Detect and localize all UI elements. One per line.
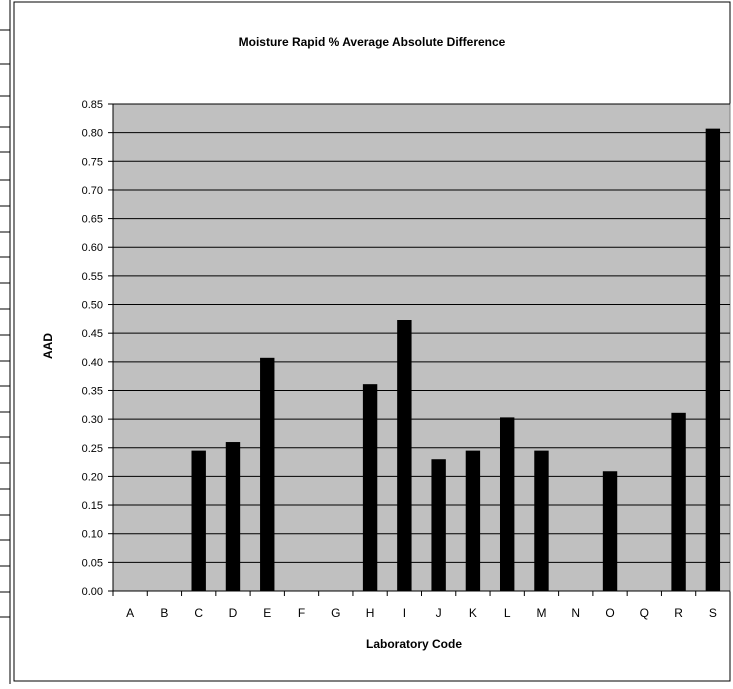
y-tick-label: 0.85	[82, 99, 103, 111]
y-tick-label: 0.35	[82, 385, 103, 397]
bars	[191, 128, 721, 591]
y-tick-label: 0.25	[82, 443, 103, 455]
y-tick-label: 0.00	[82, 586, 103, 598]
y-tick-label: 0.50	[82, 300, 103, 312]
bar-J	[431, 459, 446, 591]
chart-title: Moisture Rapid % Average Absolute Differ…	[239, 35, 506, 49]
x-tick-label: B	[160, 606, 168, 620]
y-tick-label: 0.15	[82, 500, 103, 512]
y-tick-labels: 0.00 0.05 0.10 0.15 0.20 0.25 0.30 0.35 0.40 0.45…	[82, 99, 103, 598]
y-tick-label: 0.80	[82, 128, 103, 140]
spreadsheet-grid-strip	[0, 0, 11, 684]
y-tick-label: 0.65	[82, 214, 103, 226]
x-tick-label: M	[536, 606, 546, 620]
bar-E	[260, 357, 275, 591]
y-tick-label: 0.10	[82, 529, 103, 541]
y-tick-label: 0.40	[82, 357, 103, 369]
y-tick-label: 0.60	[82, 242, 103, 254]
y-tick-label: 0.75	[82, 156, 103, 168]
x-tick-label: H	[366, 606, 375, 620]
y-tick-label: 0.55	[82, 271, 103, 283]
x-tick-label: G	[331, 606, 340, 620]
x-tick-label: A	[126, 606, 134, 620]
y-axis-label: AAD	[41, 333, 55, 359]
x-tick-label: R	[674, 606, 683, 620]
bar-C	[191, 450, 206, 591]
x-tick-label: D	[229, 606, 238, 620]
x-tick-label: E	[263, 606, 271, 620]
x-axis-label: Laboratory Code	[366, 637, 462, 651]
y-tick-label: 0.70	[82, 185, 103, 197]
bar-O	[602, 471, 618, 591]
x-tick-label: I	[403, 606, 406, 620]
y-tick-label: 0.20	[82, 471, 103, 483]
x-tick-label: O	[605, 606, 614, 620]
bar-R	[671, 412, 686, 591]
bar-I	[397, 319, 412, 591]
axes	[108, 103, 730, 596]
x-tick-label: S	[709, 606, 717, 620]
x-tick-label: N	[571, 606, 580, 620]
x-tick-label: F	[298, 606, 305, 620]
y-tick-label: 0.05	[82, 557, 103, 569]
bar-S	[705, 128, 721, 591]
bar-K	[465, 450, 481, 591]
gridlines	[113, 103, 730, 563]
bar-D	[225, 442, 241, 591]
plot-area	[112, 103, 731, 592]
x-tick-label: C	[194, 606, 203, 620]
y-tick-label: 0.45	[82, 328, 103, 340]
bar-M	[534, 450, 549, 591]
x-tick-label: Q	[640, 606, 649, 620]
bar-L	[499, 417, 515, 591]
x-tick-label: L	[504, 606, 511, 620]
x-tick-label: K	[469, 606, 477, 620]
y-tick-label: 0.30	[82, 414, 103, 426]
x-tick-label: J	[436, 606, 442, 620]
bar-H	[362, 384, 378, 591]
